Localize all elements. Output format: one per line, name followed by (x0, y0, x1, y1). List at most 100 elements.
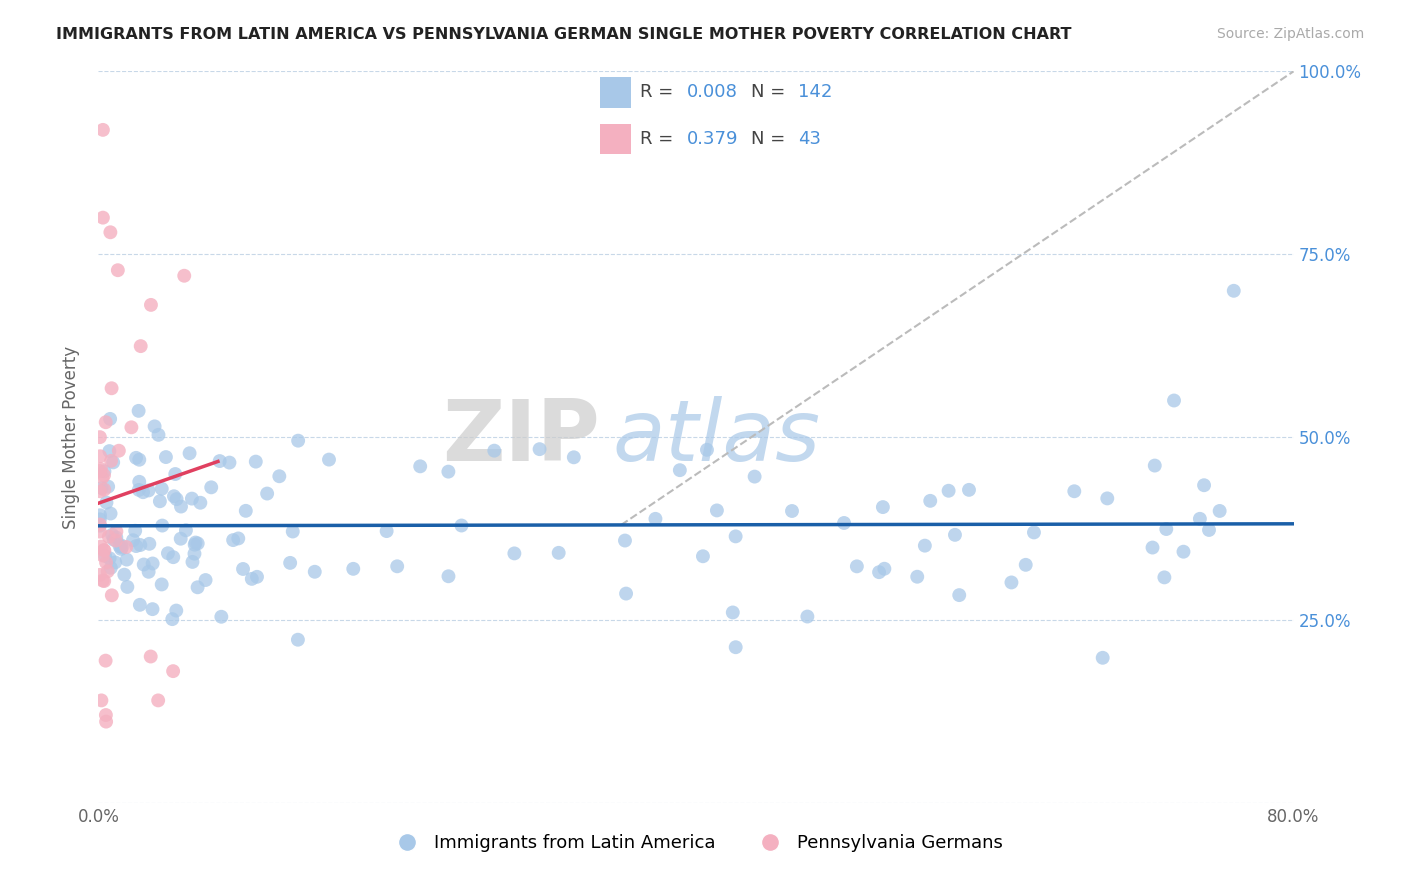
Point (91, 123, 114, 137)
Point (1143, 458, 1166, 473)
Point (94, 654, 117, 668)
Point (132, 485, 155, 500)
Point (148, 693, 170, 707)
Point (98, 412, 121, 426)
Point (162, 550, 184, 565)
Point (920, 493, 942, 508)
Point (103, 455, 125, 469)
Point (96, 495, 118, 509)
Point (188, 496, 211, 510)
Text: N =: N = (751, 84, 786, 102)
Point (1000, 575, 1022, 590)
Point (948, 588, 970, 602)
Point (125, 539, 148, 553)
Point (342, 562, 364, 576)
Point (209, 609, 232, 624)
Point (484, 443, 506, 458)
Point (94, 415, 117, 429)
Point (108, 443, 131, 458)
Point (1153, 570, 1175, 584)
Point (105, 531, 128, 545)
Point (318, 452, 340, 467)
Point (129, 339, 152, 353)
Legend: Immigrants from Latin America, Pennsylvania Germans: Immigrants from Latin America, Pennsylva… (382, 827, 1010, 860)
Point (101, 588, 124, 602)
Text: IMMIGRANTS FROM LATIN AMERICA VS PENNSYLVANIA GERMAN SINGLE MOTHER POVERTY CORRE: IMMIGRANTS FROM LATIN AMERICA VS PENNSYL… (56, 27, 1071, 42)
Point (91, 211, 114, 225)
Point (89, 512, 111, 526)
Point (187, 536, 209, 550)
Point (93, 468, 115, 483)
Point (103, 533, 125, 547)
Point (832, 516, 855, 530)
Point (278, 556, 301, 570)
Point (100, 381, 122, 395)
Text: 0.379: 0.379 (686, 130, 738, 148)
Point (100, 561, 122, 575)
Point (97, 564, 120, 578)
Point (142, 557, 165, 571)
Point (1223, 284, 1246, 298)
Point (91, 549, 114, 563)
Point (132, 558, 155, 572)
Point (240, 572, 263, 586)
Point (245, 455, 267, 469)
Point (100, 507, 122, 521)
Point (94, 714, 117, 729)
Point (872, 500, 894, 514)
Point (89, 449, 111, 463)
Point (174, 524, 197, 538)
Point (409, 459, 432, 474)
Point (943, 528, 966, 542)
Point (187, 580, 209, 594)
Point (115, 540, 138, 554)
Point (1142, 541, 1164, 555)
Point (90, 481, 112, 495)
Point (529, 442, 551, 457)
Text: R =: R = (640, 84, 673, 102)
Point (873, 562, 896, 576)
Point (129, 538, 152, 552)
Point (1022, 525, 1045, 540)
Point (112, 567, 135, 582)
Point (183, 547, 205, 561)
Point (124, 524, 146, 538)
Point (115, 552, 138, 566)
Point (101, 527, 124, 541)
Point (125, 450, 148, 465)
Point (780, 504, 803, 518)
Point (98, 444, 121, 458)
Point (845, 559, 868, 574)
Point (246, 570, 269, 584)
Point (97, 530, 120, 544)
Point (614, 533, 637, 548)
Point (868, 565, 890, 579)
Point (91, 574, 114, 588)
Point (162, 664, 184, 678)
Point (105, 524, 128, 539)
Point (235, 504, 257, 518)
Point (120, 420, 142, 434)
Point (148, 427, 170, 442)
Y-axis label: Single Mother Poverty: Single Mother Poverty (62, 345, 80, 529)
Bar (600, 78, 631, 108)
Point (724, 640, 747, 655)
Point (938, 483, 960, 498)
Point (90, 693, 112, 707)
Point (89, 464, 111, 478)
Point (503, 546, 526, 560)
Point (287, 632, 309, 647)
Point (269, 469, 291, 483)
Point (128, 475, 150, 489)
Point (128, 452, 150, 467)
Point (89, 508, 111, 523)
Point (170, 532, 193, 546)
Point (138, 565, 160, 579)
Point (93, 574, 115, 588)
Point (165, 603, 187, 617)
Point (796, 609, 818, 624)
Point (562, 450, 585, 465)
Point (437, 569, 460, 583)
Point (166, 492, 188, 507)
Point (143, 419, 166, 434)
